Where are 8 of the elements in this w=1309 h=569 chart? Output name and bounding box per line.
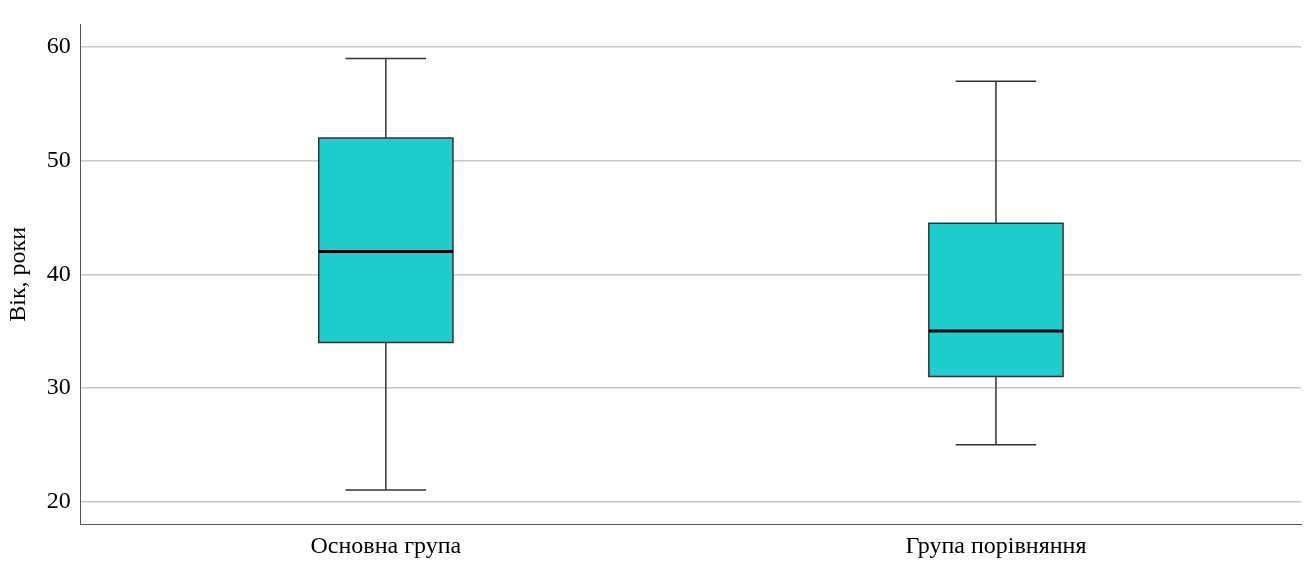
x-tick-label: Основна група [310, 531, 462, 558]
y-axis-title: Вік, роки [3, 226, 30, 322]
y-tick-label: 30 [46, 373, 71, 400]
y-tick-label: 40 [46, 259, 71, 286]
y-tick-label: 60 [46, 32, 71, 59]
y-tick-label: 50 [46, 146, 71, 173]
x-tick-label: Група порівняння [905, 531, 1087, 558]
y-tick-label: 20 [46, 486, 71, 513]
